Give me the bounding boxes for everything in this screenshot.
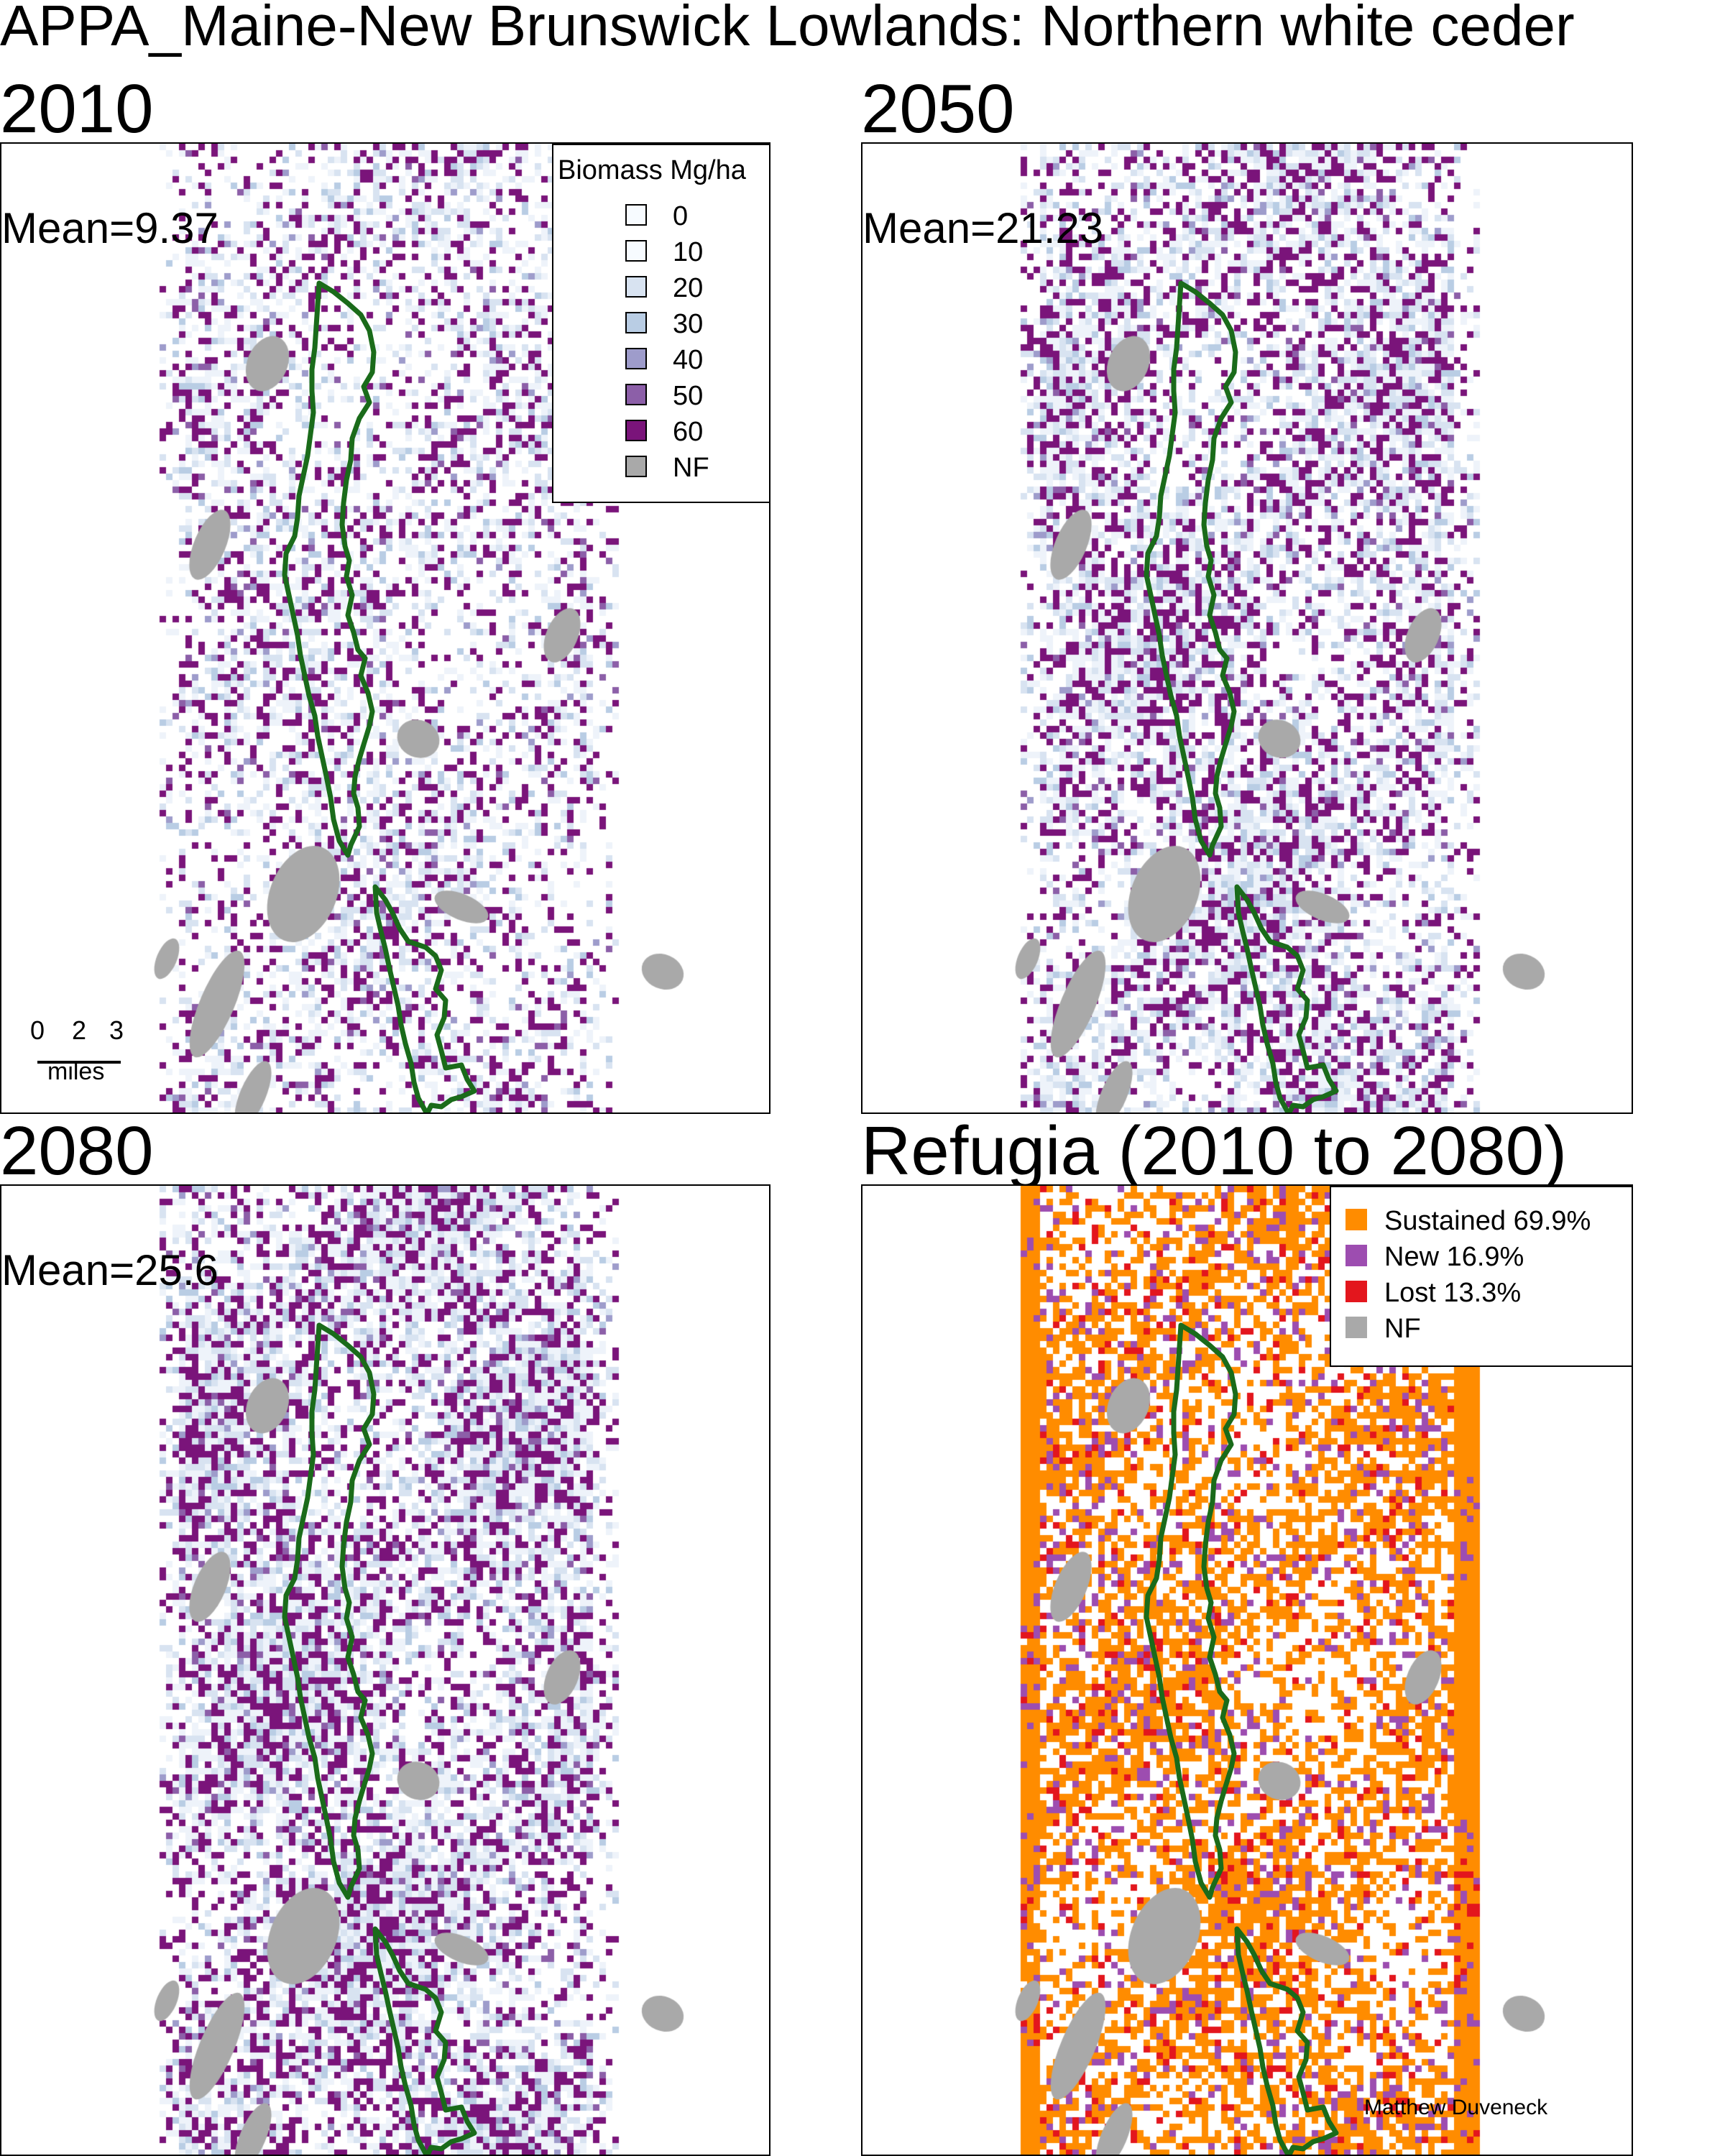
scale-bar: 0 2 3 miles bbox=[30, 1015, 131, 1085]
legend-title: Biomass Mg/ha bbox=[558, 155, 746, 185]
legend-swatch bbox=[1346, 1209, 1367, 1230]
legend-label: NF bbox=[1384, 1314, 1421, 1344]
legend-swatch bbox=[1346, 1245, 1367, 1266]
map-panel-2010[interactable]: Mean=9.37 Biomass Mg/ha 0 10 20 30 40 50 bbox=[0, 142, 770, 1114]
legend-label: 60 bbox=[673, 417, 704, 447]
study-area-boundary bbox=[1144, 280, 1339, 1112]
scale-unit: miles bbox=[47, 1058, 105, 1085]
legend-swatch bbox=[625, 456, 647, 477]
panel-title-2050: 2050 bbox=[861, 70, 1015, 147]
study-area-boundary bbox=[282, 280, 477, 1112]
legend-swatch bbox=[625, 276, 647, 298]
study-area-boundary bbox=[282, 1322, 477, 2155]
legend-label: Sustained 69.9% bbox=[1384, 1206, 1591, 1236]
legend-swatch bbox=[625, 312, 647, 333]
panel-title-2080: 2080 bbox=[0, 1112, 154, 1189]
legend-label: 40 bbox=[673, 345, 704, 375]
map-panel-refugia[interactable]: Sustained 69.9% New 16.9% Lost 13.3% NF … bbox=[861, 1184, 1633, 2156]
scale-tick-0: 0 bbox=[30, 1015, 45, 1045]
scale-tick-3: 3 bbox=[109, 1015, 124, 1045]
biomass-legend: Biomass Mg/ha 0 10 20 30 40 50 60 bbox=[552, 144, 769, 503]
legend-label: Lost 13.3% bbox=[1384, 1278, 1522, 1308]
panel-title-2010: 2010 bbox=[0, 70, 154, 147]
legend-swatch bbox=[1346, 1317, 1367, 1338]
scale-line bbox=[37, 1061, 121, 1064]
figure-title: APPA_Maine-New Brunswick Lowlands: North… bbox=[0, 0, 1575, 57]
refugia-legend: Sustained 69.9% New 16.9% Lost 13.3% NF bbox=[1330, 1186, 1632, 1367]
map-panel-2050[interactable]: Mean=21.23 bbox=[861, 142, 1633, 1114]
mean-label: Mean=25.6 bbox=[1, 1246, 218, 1294]
legend-swatch bbox=[625, 348, 647, 369]
panel-title-refugia: Refugia (2010 to 2080) bbox=[861, 1112, 1568, 1189]
legend-label: 10 bbox=[673, 237, 704, 267]
legend-label: 0 bbox=[673, 201, 689, 231]
legend-swatch bbox=[625, 420, 647, 441]
legend-label: 50 bbox=[673, 381, 704, 411]
study-area-boundary bbox=[1144, 1322, 1339, 2155]
legend-swatch bbox=[625, 204, 647, 226]
author-credit: Matthew Duveneck bbox=[1364, 2096, 1548, 2119]
legend-label: New 16.9% bbox=[1384, 1242, 1524, 1272]
mean-label: Mean=21.23 bbox=[862, 204, 1104, 252]
scale-tick-2: 2 bbox=[72, 1015, 87, 1045]
legend-swatch bbox=[625, 384, 647, 405]
legend-label: 20 bbox=[673, 273, 704, 303]
legend-swatch bbox=[625, 240, 647, 262]
legend-label: 30 bbox=[673, 309, 704, 339]
legend-label: NF bbox=[673, 453, 709, 483]
map-panel-2080[interactable]: Mean=25.6 bbox=[0, 1184, 770, 2156]
legend-swatch bbox=[1346, 1281, 1367, 1302]
mean-label: Mean=9.37 bbox=[1, 204, 218, 252]
